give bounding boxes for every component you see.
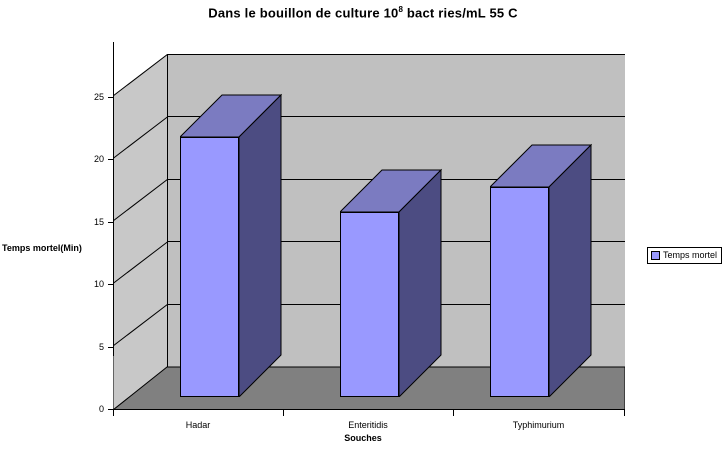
legend[interactable]: Temps mortel xyxy=(647,247,723,264)
plot-area xyxy=(113,54,625,410)
chart-title: Dans le bouillon de culture 108 bact rie… xyxy=(0,5,726,20)
y-axis-label-5: 5 xyxy=(98,342,104,352)
x-axis-label-typhimurium: Typhimurium xyxy=(512,420,565,430)
x-tick-2 xyxy=(453,410,454,416)
bar-enteritidis-shape xyxy=(340,168,442,397)
bar-typhimurium[interactable] xyxy=(490,54,592,397)
x-axis-title: Souches xyxy=(344,433,382,443)
y-tick-25 xyxy=(108,97,113,98)
bar-hadar[interactable] xyxy=(180,54,282,397)
bar-enteritidis[interactable] xyxy=(340,54,442,397)
bar-typhimurium-shape xyxy=(490,143,592,397)
x-axis-label-enteritidis: Enteritidis xyxy=(348,420,388,430)
y-axis-label-0: 0 xyxy=(98,404,104,414)
legend-swatch-icon xyxy=(651,251,660,260)
chart-title-superscript: 8 xyxy=(398,5,404,14)
x-tick-end xyxy=(624,410,625,416)
x-axis-line xyxy=(113,409,625,410)
y-tick-0 xyxy=(108,409,113,410)
bar-hadar-shape xyxy=(180,93,282,397)
x-axis-label-hadar: Hadar xyxy=(185,420,211,430)
y-axis-title: Temps mortel(Min) xyxy=(2,243,82,253)
y-axis-line xyxy=(113,42,114,356)
chart-title-suffix: bact ries/mL 55 C xyxy=(403,5,518,21)
y-axis-label-15: 15 xyxy=(93,217,104,227)
y-axis-label-25: 25 xyxy=(93,92,104,102)
y-axis-label-20: 20 xyxy=(93,154,104,164)
y-tick-20 xyxy=(108,159,113,160)
y-tick-15 xyxy=(108,222,113,223)
legend-label: Temps mortel xyxy=(663,250,718,260)
gridline-20 xyxy=(168,116,625,117)
x-tick-1 xyxy=(283,410,284,416)
y-axis-label-10: 10 xyxy=(93,279,104,289)
y-tick-10 xyxy=(108,284,113,285)
chart-title-prefix: Dans le bouillon de culture 10 xyxy=(208,5,399,21)
y-tick-5 xyxy=(108,347,113,348)
x-tick-start xyxy=(113,410,114,416)
